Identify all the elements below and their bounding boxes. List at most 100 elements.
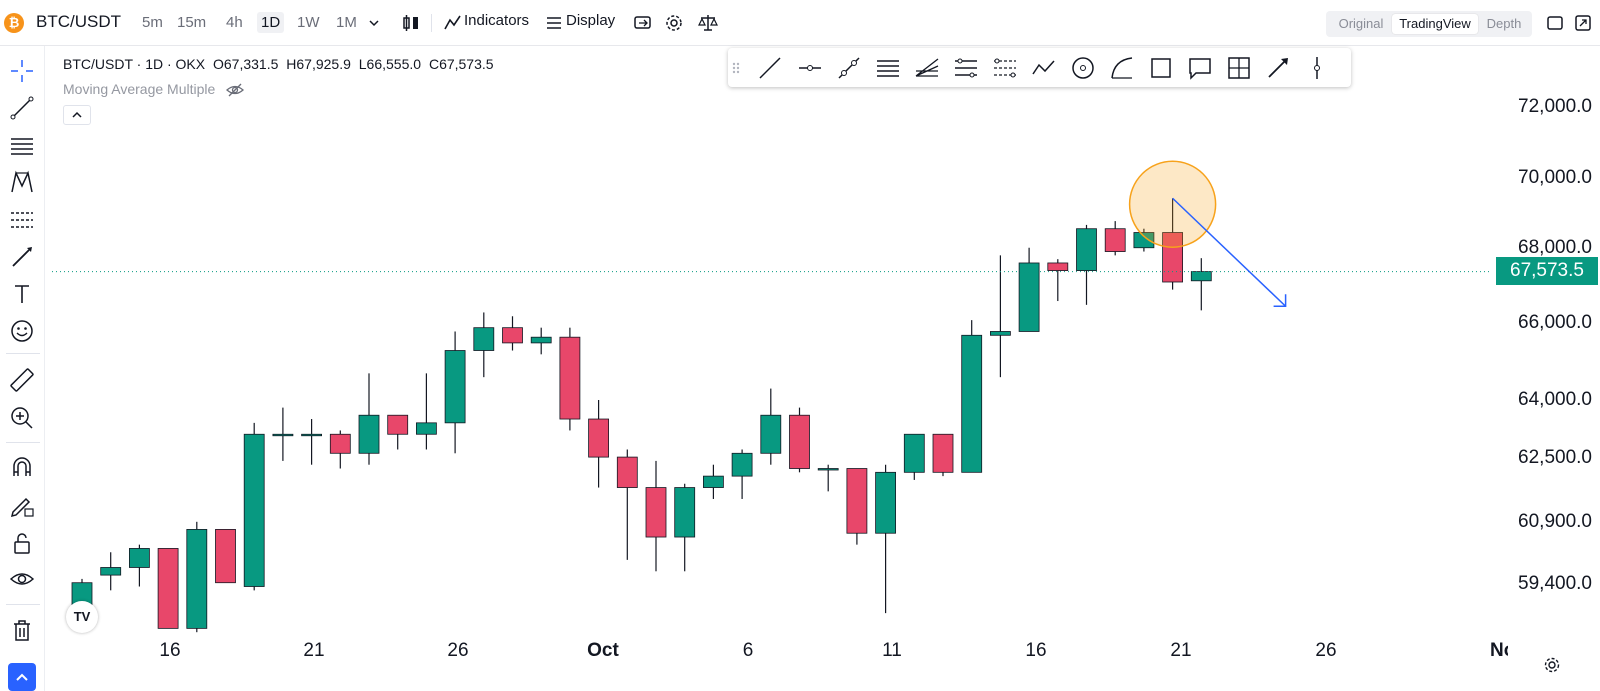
current-price-tag: 67,573.5 bbox=[1496, 257, 1598, 285]
trash-icon[interactable] bbox=[8, 616, 36, 644]
timeframe-1d[interactable]: 1D bbox=[257, 12, 285, 33]
text-icon[interactable] bbox=[8, 280, 36, 308]
candle-body bbox=[186, 529, 208, 629]
indicator-name: Moving Average Multiple bbox=[63, 81, 216, 97]
toolbar-divider bbox=[6, 442, 40, 443]
candle-body bbox=[1104, 228, 1126, 252]
timeframe-15m[interactable]: 15m bbox=[177, 14, 207, 31]
brush-icon[interactable] bbox=[8, 243, 36, 271]
price-axis-label: 60,900.0 bbox=[1518, 511, 1592, 532]
fib-retracement-icon[interactable] bbox=[8, 132, 36, 160]
display-icon[interactable] bbox=[545, 13, 563, 33]
candle-body bbox=[301, 433, 323, 437]
legend-open: O67,331.5 bbox=[212, 56, 279, 72]
pattern-icon[interactable] bbox=[8, 168, 36, 196]
candle-body bbox=[358, 414, 380, 454]
price-axis-label: 68,000.0 bbox=[1518, 237, 1592, 258]
candle-body bbox=[243, 433, 265, 587]
price-axis-label: 70,000.0 bbox=[1518, 167, 1592, 188]
tradingview-logo[interactable]: TV bbox=[66, 601, 98, 633]
view-depth[interactable]: Depth bbox=[1486, 16, 1522, 31]
candle-type-icon[interactable] bbox=[400, 13, 422, 33]
candle-body bbox=[817, 468, 839, 471]
eye-hidden-icon[interactable] bbox=[225, 82, 245, 98]
timeframe-1w[interactable]: 1W bbox=[297, 14, 320, 31]
lock-drawing-icon[interactable] bbox=[8, 491, 36, 519]
window-icon[interactable] bbox=[1546, 14, 1564, 32]
drag-handle-icon[interactable] bbox=[730, 54, 742, 82]
timeframe-4h[interactable]: 4h bbox=[226, 14, 243, 31]
candle-body bbox=[846, 468, 868, 534]
price-axis-label: 66,000.0 bbox=[1518, 312, 1592, 333]
screenshot-icon[interactable] bbox=[633, 13, 653, 33]
time-axis-label: Oct bbox=[587, 640, 619, 661]
chevron-down-icon[interactable] bbox=[368, 17, 380, 29]
view-original[interactable]: Original bbox=[1338, 16, 1384, 31]
candle-body bbox=[1133, 232, 1155, 249]
price-axis-label: 72,000.0 bbox=[1518, 96, 1592, 117]
arrow-drawing[interactable] bbox=[1172, 197, 1287, 307]
fib-time-icon[interactable] bbox=[991, 54, 1019, 82]
timeframe-5m[interactable]: 5m bbox=[142, 14, 163, 31]
arrow-tool-icon[interactable] bbox=[1264, 54, 1292, 82]
trend-line-icon[interactable] bbox=[8, 94, 36, 122]
gear-icon[interactable] bbox=[664, 13, 684, 33]
candle-body bbox=[387, 414, 409, 435]
extended-line-icon[interactable] bbox=[835, 54, 863, 82]
arc-icon[interactable] bbox=[1108, 54, 1136, 82]
fib-fan-icon[interactable] bbox=[913, 54, 941, 82]
time-axis-label: No bbox=[1490, 640, 1508, 661]
favorites-icon[interactable] bbox=[8, 663, 36, 691]
path-icon[interactable] bbox=[1030, 54, 1058, 82]
time-axis-label: 11 bbox=[882, 640, 902, 661]
candle-body bbox=[703, 475, 724, 488]
candle-body bbox=[272, 433, 294, 437]
timeframe-1m[interactable]: 1M bbox=[336, 14, 357, 31]
magnet-icon[interactable] bbox=[8, 454, 36, 482]
candle-body bbox=[530, 336, 552, 344]
circle-icon[interactable] bbox=[1069, 54, 1097, 82]
horizontal-ray-icon[interactable] bbox=[796, 54, 824, 82]
highlight-circle-drawing[interactable] bbox=[1128, 160, 1217, 249]
trend-line-icon[interactable] bbox=[756, 54, 784, 82]
candle-body bbox=[674, 487, 696, 538]
candle-body bbox=[932, 433, 954, 473]
measure-icon[interactable] bbox=[1225, 54, 1253, 82]
toolbar-divider bbox=[431, 14, 432, 32]
fullscreen-icon[interactable] bbox=[1574, 14, 1592, 32]
candle-body bbox=[444, 350, 466, 424]
indicators-icon[interactable] bbox=[443, 13, 463, 33]
collapse-legend-button[interactable] bbox=[63, 105, 91, 125]
settings-icon[interactable] bbox=[1543, 656, 1561, 674]
candle-body bbox=[559, 336, 581, 420]
crosshair-icon[interactable] bbox=[8, 57, 36, 85]
left-drawing-toolbar bbox=[0, 46, 45, 691]
horizontal-lines-icon[interactable] bbox=[874, 54, 902, 82]
callout-icon[interactable] bbox=[1186, 54, 1214, 82]
unlock-icon[interactable] bbox=[8, 529, 36, 557]
view-tradingview[interactable]: TradingView bbox=[1392, 14, 1478, 34]
candle-body bbox=[502, 327, 523, 344]
candle-body bbox=[990, 331, 1011, 336]
legend-close: C67,573.5 bbox=[428, 56, 494, 72]
symbol-selector[interactable]: BTC/USDT bbox=[36, 12, 121, 31]
candle-body bbox=[1162, 232, 1183, 283]
emoji-icon[interactable] bbox=[8, 317, 36, 345]
ruler-icon[interactable] bbox=[8, 366, 36, 394]
chevron-up-icon bbox=[72, 111, 82, 118]
price-axis-label: 64,000.0 bbox=[1518, 389, 1592, 410]
time-axis-label: 16 bbox=[159, 640, 181, 661]
prediction-icon[interactable] bbox=[8, 206, 36, 234]
time-axis-label: 26 bbox=[1315, 640, 1337, 661]
zoom-in-icon[interactable] bbox=[8, 404, 36, 432]
fib-channel-icon[interactable] bbox=[952, 54, 980, 82]
indicators-button[interactable]: Indicators bbox=[464, 12, 530, 29]
display-button[interactable]: Display bbox=[566, 12, 616, 29]
candlestick-chart[interactable] bbox=[52, 46, 1492, 636]
vertical-line-icon[interactable] bbox=[1303, 54, 1331, 82]
candle-body bbox=[961, 334, 983, 473]
candle-body bbox=[903, 433, 925, 473]
scale-icon[interactable] bbox=[698, 13, 718, 33]
eye-icon[interactable] bbox=[8, 565, 36, 593]
rectangle-icon[interactable] bbox=[1147, 54, 1175, 82]
